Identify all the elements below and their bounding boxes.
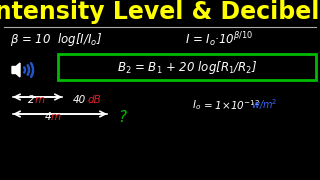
- Text: = 1×10$^{-12}$: = 1×10$^{-12}$: [203, 98, 260, 112]
- Text: ?: ?: [118, 109, 126, 125]
- Text: m: m: [51, 112, 61, 122]
- Text: $I_o$: $I_o$: [192, 98, 201, 112]
- Text: Intensity Level & Decibels: Intensity Level & Decibels: [0, 0, 320, 24]
- Text: $B_2$ = $B_1$ + 20 log[$R_1$/$R_2$]: $B_2$ = $B_1$ + 20 log[$R_1$/$R_2$]: [117, 58, 257, 75]
- Text: $I$ = $I_o$·10$^{\beta/10}$: $I$ = $I_o$·10$^{\beta/10}$: [185, 31, 253, 49]
- Text: $\beta$ = 10  log[$I$/$I_o$]: $\beta$ = 10 log[$I$/$I_o$]: [10, 31, 102, 48]
- Text: dB: dB: [88, 95, 102, 105]
- Text: 4: 4: [45, 112, 52, 122]
- Text: 40: 40: [73, 95, 86, 105]
- Text: 2: 2: [28, 95, 38, 105]
- Text: w/m$^2$: w/m$^2$: [248, 98, 277, 112]
- Polygon shape: [12, 63, 20, 77]
- Text: m: m: [35, 95, 45, 105]
- Bar: [58, 54, 316, 80]
